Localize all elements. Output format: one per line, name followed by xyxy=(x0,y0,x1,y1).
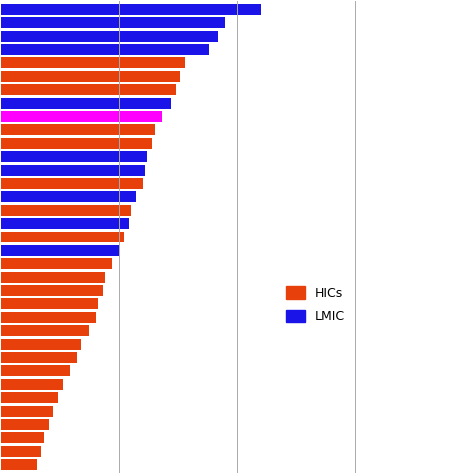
Bar xyxy=(1,299,98,310)
Bar xyxy=(1,44,209,55)
Bar xyxy=(1,138,152,149)
Bar xyxy=(1,272,105,283)
Bar xyxy=(1,325,89,336)
Bar xyxy=(1,419,48,430)
Bar xyxy=(1,258,112,269)
Bar xyxy=(1,245,119,256)
Bar xyxy=(1,205,131,216)
Bar xyxy=(1,124,155,136)
Bar xyxy=(1,392,58,403)
Bar xyxy=(1,285,103,296)
Bar xyxy=(1,231,124,243)
Bar xyxy=(1,446,41,456)
Bar xyxy=(1,191,136,202)
Bar xyxy=(1,151,147,162)
Bar xyxy=(1,406,53,417)
Bar xyxy=(1,365,70,376)
Bar xyxy=(1,312,96,323)
Bar xyxy=(1,31,218,42)
Bar xyxy=(1,111,162,122)
Bar xyxy=(1,432,44,443)
Bar xyxy=(1,57,185,68)
Bar xyxy=(1,84,176,95)
Bar xyxy=(1,4,261,15)
Bar xyxy=(1,352,77,363)
Bar xyxy=(1,218,128,229)
Bar xyxy=(1,164,145,175)
Bar xyxy=(1,178,143,189)
Legend: HICs, LMIC: HICs, LMIC xyxy=(281,281,350,328)
Bar xyxy=(1,98,171,109)
Bar xyxy=(1,459,36,470)
Bar xyxy=(1,71,181,82)
Bar xyxy=(1,379,63,390)
Bar xyxy=(1,18,225,28)
Bar xyxy=(1,338,82,350)
